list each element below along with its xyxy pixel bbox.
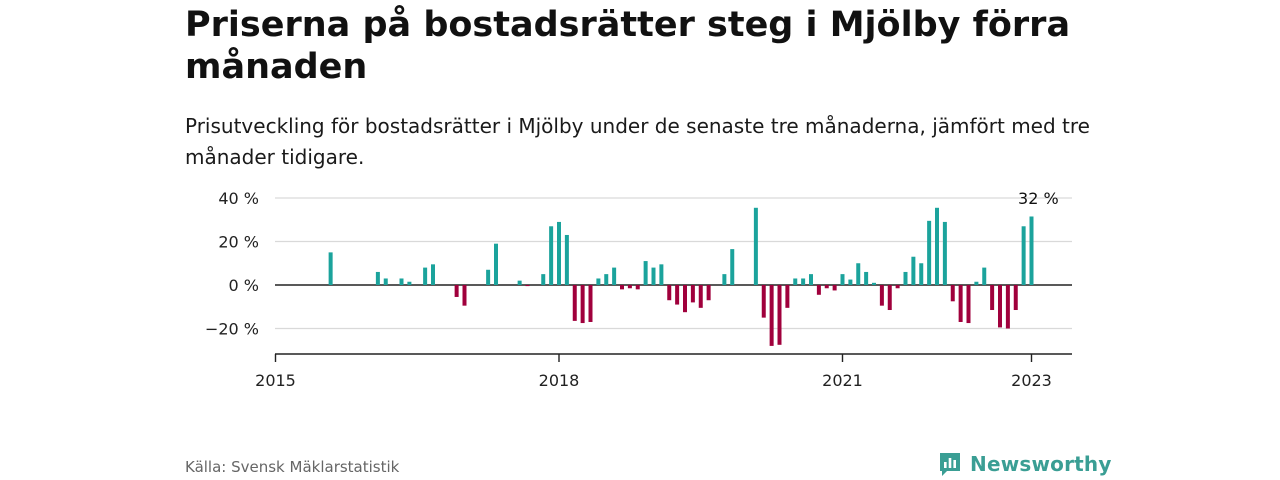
bar — [793, 278, 798, 285]
bar — [580, 285, 585, 324]
bar — [761, 285, 766, 318]
bar — [903, 271, 908, 285]
bar — [454, 285, 459, 297]
bar — [659, 264, 664, 285]
bars — [328, 207, 1034, 346]
bar — [958, 285, 963, 322]
bar — [328, 252, 333, 286]
bar — [753, 207, 758, 285]
bar — [462, 285, 467, 306]
bar — [974, 281, 979, 285]
bar — [486, 269, 491, 285]
bar — [777, 285, 782, 345]
bar — [730, 249, 735, 285]
bar — [698, 285, 703, 308]
bar — [596, 278, 601, 285]
bar — [722, 274, 727, 286]
bar — [785, 285, 790, 308]
source-note: Källa: Svensk Mäklarstatistik — [185, 458, 400, 476]
annotations: 32 % — [1018, 189, 1059, 208]
bar — [942, 221, 947, 285]
bar — [683, 285, 687, 313]
chart-subtitle: Prisutveckling för bostadsrätter i Mjölb… — [185, 114, 1090, 169]
bar — [1029, 216, 1034, 285]
bar — [864, 271, 869, 285]
bar — [620, 285, 624, 290]
bar — [895, 285, 900, 289]
y-tick-label: 0 % — [229, 276, 259, 295]
bar-chart: 40 % 20 % 0 % −20 % 2015 2018 2021 2023 32 % — [205, 189, 1072, 390]
y-tick-label: 40 % — [218, 189, 259, 208]
bar — [872, 282, 876, 285]
newsworthy-logo: Newsworthy — [938, 450, 1112, 478]
bar — [549, 226, 554, 285]
bar — [604, 274, 609, 286]
bar — [801, 278, 806, 285]
bar — [990, 285, 995, 311]
bar — [706, 285, 711, 301]
bar — [809, 274, 813, 286]
bar — [998, 285, 1002, 328]
bar — [564, 234, 569, 285]
bar — [423, 267, 428, 285]
bar — [848, 279, 853, 285]
brand-name: Newsworthy — [970, 452, 1112, 476]
y-tick-label: 20 % — [218, 233, 259, 252]
bar — [816, 285, 821, 295]
bar — [572, 285, 577, 321]
y-axis-tick-labels: 40 % 20 % 0 % −20 % — [205, 189, 259, 339]
bar — [541, 274, 546, 286]
x-axis: 2015 2018 2021 2023 — [255, 353, 1072, 390]
bar — [856, 263, 861, 285]
grid-lines — [275, 197, 1072, 330]
bar — [517, 280, 522, 285]
bar — [824, 285, 829, 289]
bar — [840, 274, 845, 286]
bar — [769, 285, 774, 346]
bar — [1005, 285, 1010, 329]
x-tick-label: 2018 — [539, 371, 580, 390]
bar — [667, 285, 672, 301]
bar — [966, 285, 971, 324]
bar — [588, 285, 593, 322]
x-tick-label: 2023 — [1011, 371, 1052, 390]
bar — [375, 271, 380, 285]
chart-title: Priserna på bostadsrätter steg i Mjölby … — [185, 5, 1071, 87]
bar — [832, 285, 837, 291]
bar — [494, 243, 498, 285]
bar — [635, 285, 640, 290]
bar — [399, 278, 404, 285]
bar — [557, 221, 561, 285]
bar — [690, 285, 695, 303]
bar — [383, 278, 388, 285]
last-value-label: 32 % — [1018, 189, 1059, 208]
bar — [927, 220, 932, 285]
bar — [643, 261, 648, 285]
bar — [431, 264, 435, 285]
bar — [935, 207, 939, 285]
bar — [525, 285, 530, 287]
x-tick-label: 2021 — [822, 371, 863, 390]
x-tick-label: 2015 — [255, 371, 296, 390]
y-tick-label: −20 % — [205, 320, 259, 339]
bar — [919, 263, 924, 285]
bar — [911, 256, 916, 285]
bar — [407, 281, 412, 285]
bar — [627, 285, 632, 289]
bar — [879, 285, 884, 306]
bar — [887, 285, 892, 311]
bar — [675, 285, 680, 305]
bar — [1013, 285, 1018, 311]
bar — [950, 285, 955, 302]
bar — [651, 267, 656, 285]
bar — [612, 267, 617, 285]
bar — [982, 267, 987, 285]
newsworthy-logo-icon — [940, 453, 960, 476]
bar — [1021, 226, 1026, 285]
